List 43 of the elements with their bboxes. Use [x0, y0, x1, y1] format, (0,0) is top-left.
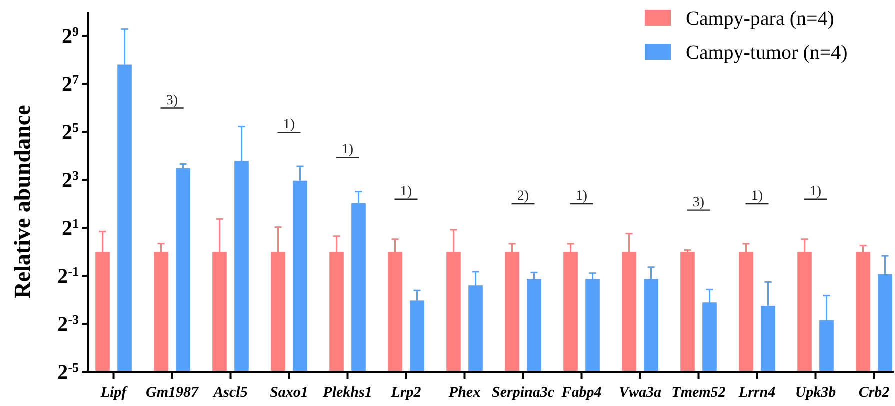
x-tick-label: Gm1987 — [146, 385, 199, 401]
x-tick-label: Vwa3a — [618, 385, 662, 401]
legend-label: Campy-para (n=4) — [686, 8, 834, 30]
x-tick-label: Lipf — [100, 385, 129, 401]
y-tick-label: 2$^{1}$ — [62, 216, 79, 240]
annotation: 2) — [517, 189, 530, 204]
x-tick-label: Plekhs1 — [323, 385, 372, 401]
annotation: 1) — [576, 189, 588, 204]
significance-bracket: 1) — [394, 184, 418, 200]
significance-bracket: 1) — [746, 189, 769, 205]
significance-bracket: 1) — [570, 189, 594, 205]
x-tick-label: Ascl5 — [212, 385, 248, 401]
significance-bracket: 1) — [804, 184, 828, 200]
annotation: 1) — [751, 189, 764, 204]
annotation: 3) — [166, 93, 178, 108]
annotation: 3) — [692, 195, 705, 210]
legend-label: Campy-tumor (n=4) — [686, 42, 848, 64]
annotation: 1) — [400, 184, 412, 200]
y-tick-label: 2$^{-1}$ — [58, 264, 79, 288]
annotation: 1) — [342, 142, 354, 158]
x-tick-label: Fabp4 — [560, 385, 602, 401]
y-tick-label: 2$^{-3}$ — [58, 312, 80, 336]
significance-bracket: 2) — [512, 189, 535, 205]
y-tick-label: 2$^{5}$ — [62, 120, 80, 144]
x-tick-label: Tmem52 — [672, 385, 726, 401]
x-tick-label: Crb2 — [858, 385, 890, 401]
y-tick-label: 2$^{3}$ — [62, 168, 80, 192]
x-tick-label: Lrp2 — [390, 385, 422, 401]
significance-bracket: 1) — [336, 142, 360, 158]
significance-bracket: 1) — [278, 118, 301, 134]
annotation: 1) — [283, 118, 296, 133]
y-tick-label: 2$^{-5}$ — [58, 360, 80, 384]
x-tick-label: Upk3b — [795, 385, 837, 401]
y-tick-label: 2$^{7}$ — [62, 72, 80, 96]
x-tick-label: Phex — [448, 385, 482, 401]
y-axis-title: Relative abundance — [10, 105, 35, 299]
significance-bracket: 3) — [160, 93, 184, 109]
x-tick-label: Lrrn4 — [738, 385, 776, 401]
annotation: 1) — [810, 184, 822, 200]
y-tick-label: 2$^{9}$ — [62, 24, 80, 48]
x-tick-label: Saxo1 — [270, 385, 308, 401]
significance-bracket: 3) — [687, 195, 710, 211]
x-tick-label: Serpina3c — [492, 385, 555, 401]
